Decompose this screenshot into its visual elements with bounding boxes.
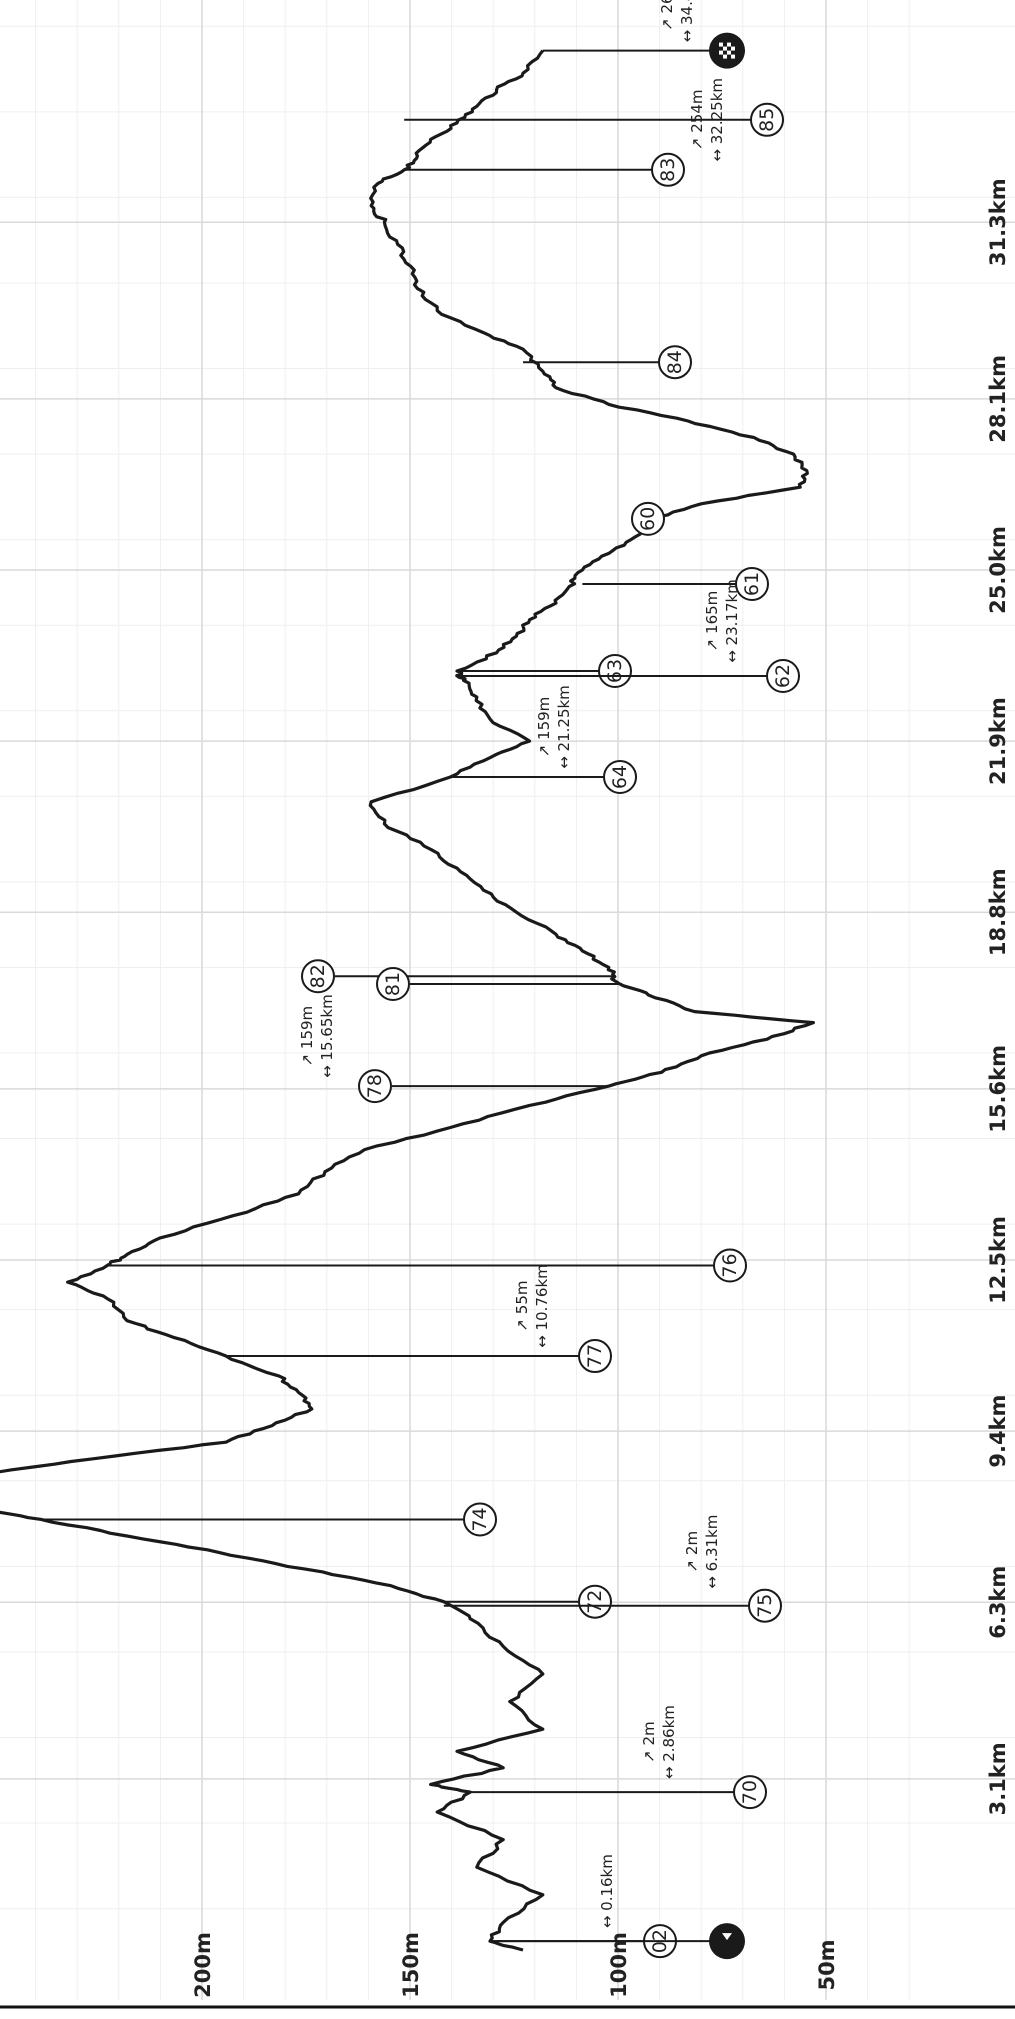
checkpoint-label: 74 — [469, 1507, 491, 1531]
checkpoint-marker — [735, 567, 769, 601]
checkpoint-label: 63 — [604, 659, 626, 683]
checkpoint-label: 60 — [637, 507, 659, 531]
checkpoint-marker — [376, 967, 410, 1001]
checkpoint-label: 70 — [739, 1780, 761, 1804]
annotation-rise: ↗ 269m — [658, 0, 676, 31]
finish-flag-square — [723, 54, 727, 59]
checkpoint-marker — [578, 1339, 612, 1374]
axes: 50m 100m 150m 200m 3.1km 6.3km 9.4km 12.5km 15.6… — [0, 178, 1015, 2009]
y-tick-label: 50m — [815, 1939, 839, 1990]
checkpoint-label: 81 — [382, 972, 404, 996]
checkpoint-label: 76 — [719, 1253, 741, 1277]
annotation-rise: ↗ 159m — [535, 697, 553, 758]
checkpoint-label: 78 — [364, 1074, 386, 1098]
checkpoint-marker — [603, 760, 637, 794]
x-tick-label: 31.3km — [986, 178, 1010, 266]
start-flag-glyph — [722, 1933, 732, 1941]
checkpoint-marker — [748, 1588, 782, 1623]
checkpoint-marker — [578, 1584, 612, 1619]
finish-flag-square — [731, 46, 735, 51]
annotation-distance: ↔ 6.31km — [703, 1515, 721, 1589]
x-tick-label: 15.6km — [986, 1045, 1010, 1133]
checkpoint-marker — [358, 1069, 392, 1104]
x-tick-label: 18.8km — [986, 868, 1010, 956]
checkpoint-label: 77 — [584, 1344, 606, 1368]
finish-flag-square — [719, 50, 723, 55]
checkpoint-label: 75 — [754, 1594, 776, 1618]
annotation-rise: ↗ 159m — [298, 1006, 316, 1067]
checkpoint-label: 61 — [741, 572, 763, 596]
annotation-rise: ↗ 2m — [683, 1531, 701, 1573]
annotation-distance: ↔ 21.25km — [555, 685, 573, 769]
y-tick-label: 200m — [191, 1932, 215, 1998]
checkpoint-marker — [750, 102, 784, 137]
endpoint-icons — [490, 32, 745, 1960]
x-tick-label: 25.0km — [986, 526, 1010, 614]
annotations: ↔ 0.16km↗ 2m ↔ 2.86km↗ 2m ↔ 6.31km↗ 55m ↔ 1… — [0, 0, 741, 1928]
checkpoint-label: 72 — [584, 1590, 606, 1614]
profile-line-group — [0, 49, 815, 1952]
checkpoint-label: 83 — [657, 158, 679, 182]
checkpoint-marker — [631, 501, 665, 536]
checkpoint-marker — [733, 1775, 767, 1810]
annotation-rise: ↗ 165m — [703, 591, 721, 652]
annotation-rise: ↗ 2m — [640, 1721, 658, 1763]
annotation-distance: ↔ 0.16km — [598, 1854, 616, 1928]
finish-flag-square — [723, 46, 727, 51]
annotation-rise: ↗ 55m — [513, 1281, 531, 1332]
finish-flag-square — [727, 50, 731, 55]
checkpoint-label: 82 — [307, 964, 329, 988]
x-tick-label: 3.1km — [986, 1742, 1010, 1815]
checkpoint-label: 64 — [609, 765, 631, 789]
annotation-distance: ↔ 23.17km — [723, 579, 741, 663]
x-tick-label: 21.9km — [986, 697, 1010, 785]
annotation-distance: ↔ 32.25km — [708, 78, 726, 162]
finish-flag-square — [719, 42, 723, 47]
checkpoint-marker — [301, 959, 335, 994]
annotation-distance: ↔ 29km — [0, 0, 30, 4]
checkpoint-marker — [651, 152, 685, 187]
y-tick-label: 150m — [399, 1932, 423, 1998]
x-tick-label: 6.3km — [986, 1566, 1010, 1639]
annotation-distance: ↔ 15.65km — [318, 994, 336, 1078]
annotation-rise: ↗ 249m — [0, 0, 30, 4]
annotation-distance: ↔ 2.86km — [660, 1705, 678, 1779]
annotation-rise: ↗ 254m — [688, 90, 706, 151]
x-tick-label: 12.5km — [986, 1216, 1010, 1304]
checkpoint-marker — [598, 654, 632, 689]
x-tick-label: 28.1km — [986, 355, 1010, 443]
profile-line — [0, 49, 815, 1952]
x-tick-label: 9.4km — [986, 1395, 1010, 1468]
checkpoint-label: 84 — [664, 350, 686, 374]
checkpoint-label: 62 — [772, 664, 794, 688]
finish-flag-square — [731, 54, 735, 59]
checkpoint-marker — [463, 1502, 497, 1537]
checkpoint-marker — [658, 345, 692, 380]
y-tick-label: 100m — [607, 1932, 631, 1998]
start-flag-icon — [709, 1923, 745, 1960]
checkpoint-marker — [766, 659, 800, 694]
checkpoint-label: 85 — [756, 108, 778, 132]
annotation-distance: ↔ 10.76km — [533, 1264, 551, 1348]
checkpoint-marker — [713, 1248, 747, 1283]
finish-flag-square — [727, 42, 731, 47]
annotation-distance: ↔ 34.41km — [678, 0, 696, 42]
